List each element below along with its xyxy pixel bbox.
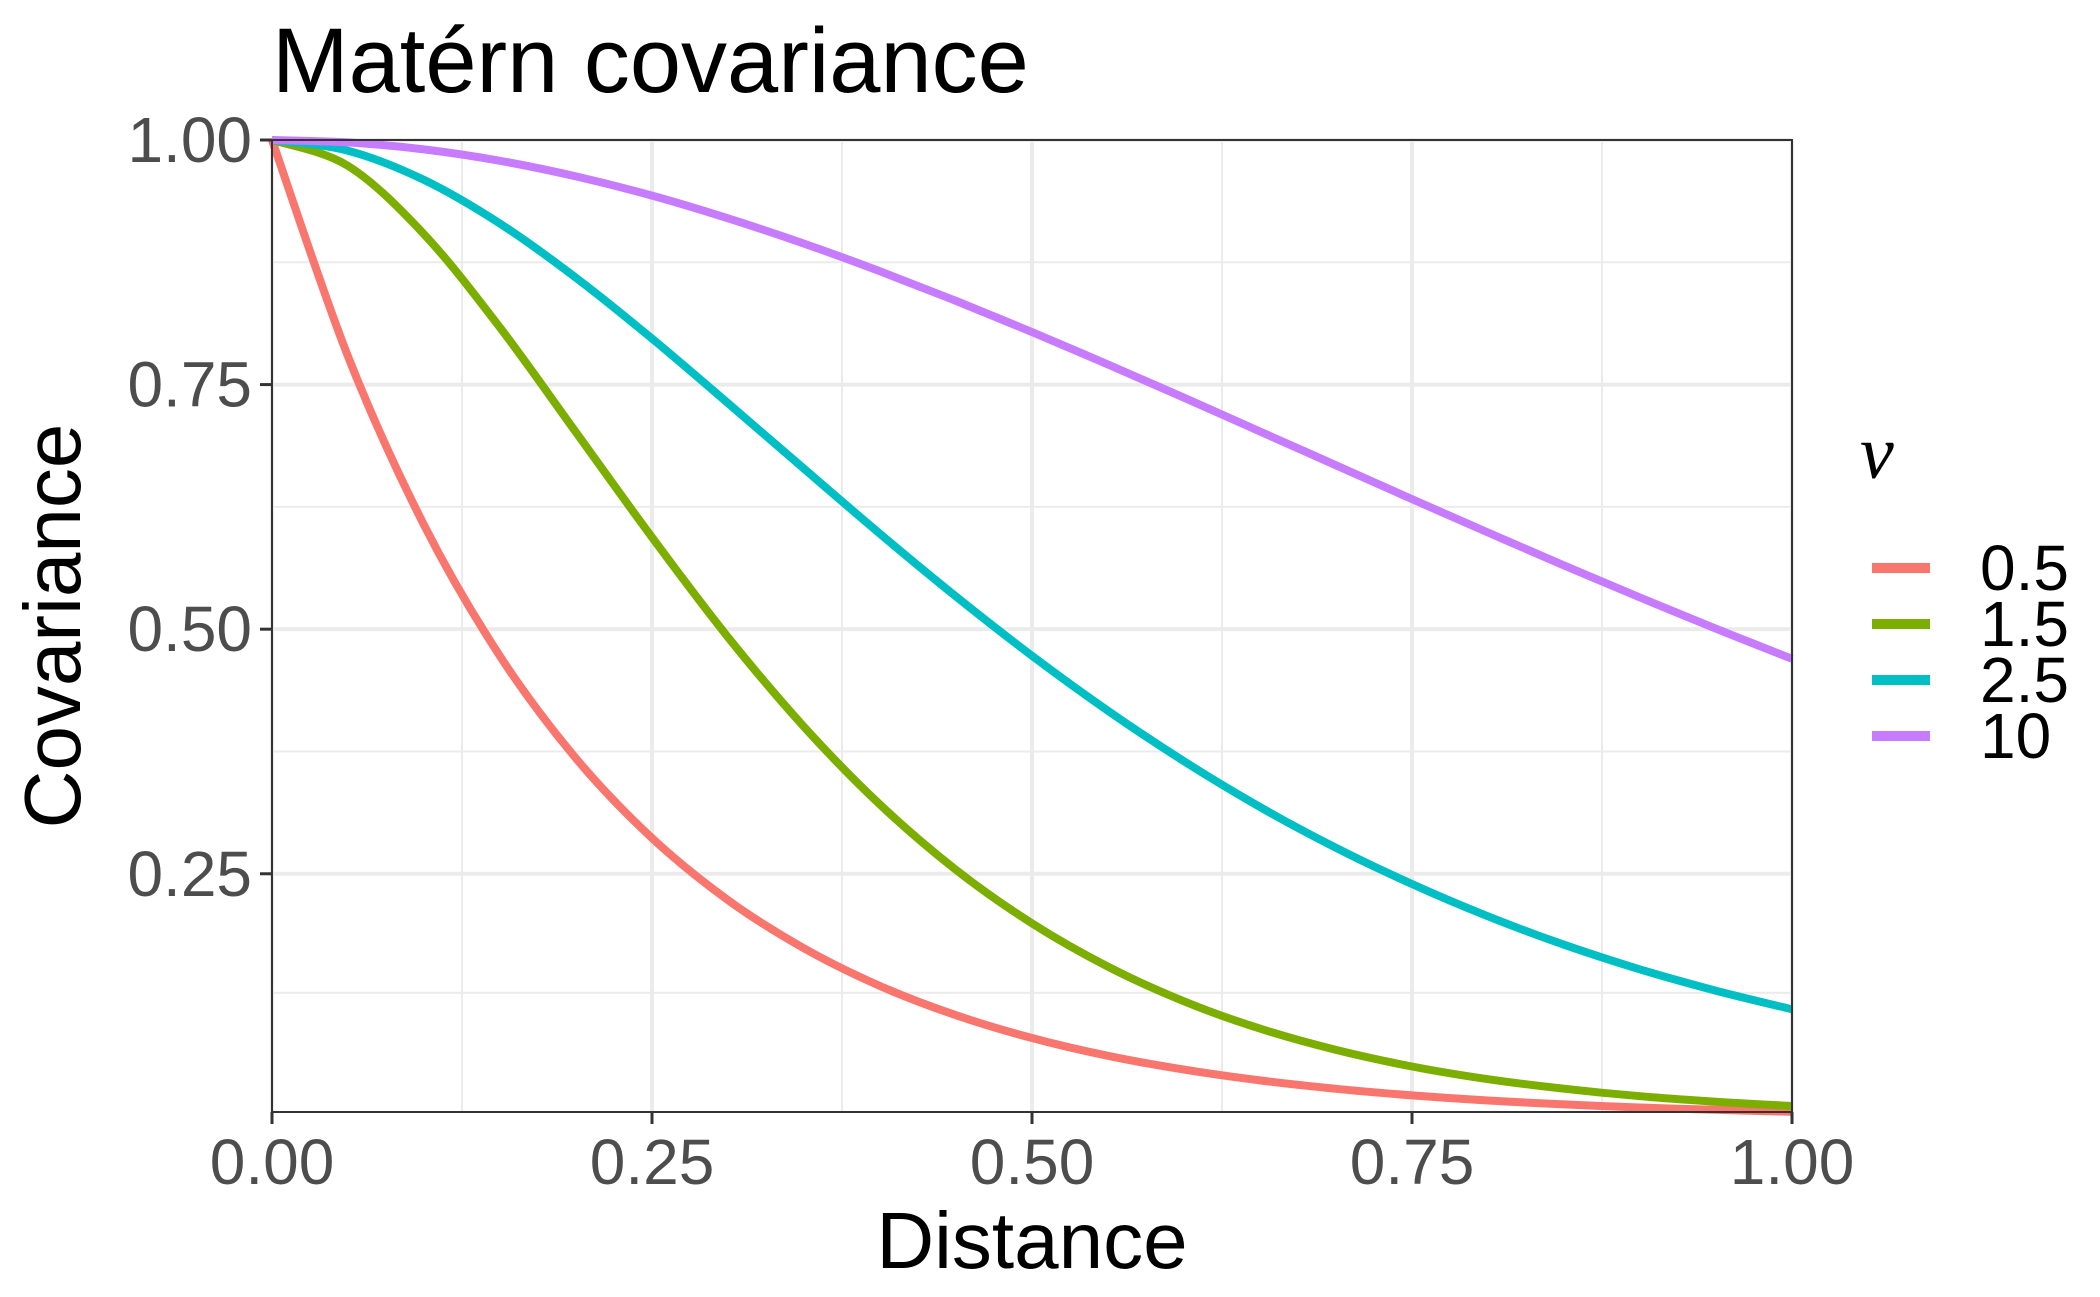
series-lines [268,136,1794,1116]
series-line-nu-0-5 [268,138,1793,1116]
legend-label: 0.5 [1980,532,2069,604]
series-line-nu-1-5 [270,136,1793,1110]
legend-label: 10 [1980,700,2051,772]
y-tick-label: 0.25 [127,838,252,910]
x-axis-title: Distance [876,1196,1187,1285]
legend: ν 0.51.52.510 [1860,411,2069,772]
y-axis-title: Covariance [8,424,97,829]
x-tick-label: 0.50 [970,1126,1095,1198]
legend-title: ν [1860,411,1894,495]
x-tick-label: 0.25 [590,1126,715,1198]
chart-title: Matérn covariance [272,10,1029,112]
y-tick-label: 0.50 [127,593,252,665]
x-tick-label: 0.00 [210,1126,335,1198]
legend-label: 1.5 [1980,588,2069,660]
legend-label: 2.5 [1980,644,2069,716]
series-line-nu-2-5 [271,136,1793,1014]
x-tick-label: 1.00 [1730,1126,1855,1198]
axis-ticks: 0.00 0.25 0.50 0.75 1.00 0.25 0.50 0.75 1.00 [127,104,1854,1198]
y-tick-label: 1.00 [127,104,252,176]
series-line-nu-10 [271,136,1794,663]
y-tick-label: 0.75 [127,349,252,421]
x-tick-label: 0.75 [1350,1126,1475,1198]
